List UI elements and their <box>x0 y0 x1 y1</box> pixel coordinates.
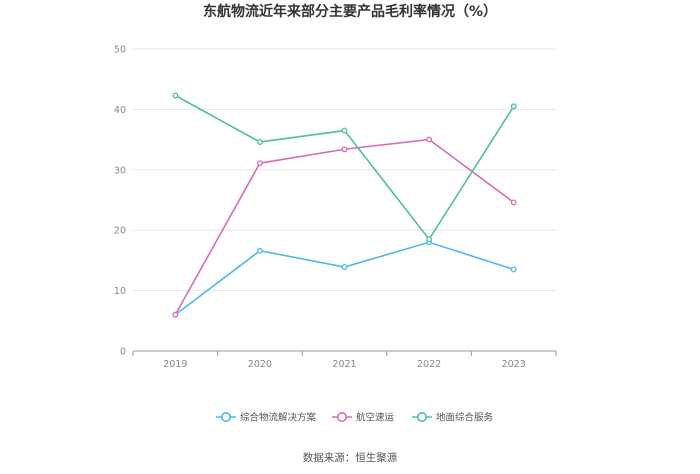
y-tick-label: 50 <box>114 45 126 56</box>
y-tick-label: 20 <box>114 226 126 237</box>
data-point[interactable] <box>426 236 433 243</box>
x-tick-label: 2020 <box>248 359 272 370</box>
legend-marker-icon <box>221 411 232 422</box>
legend-item[interactable]: 航空速运 <box>332 412 395 424</box>
data-point[interactable] <box>510 103 517 110</box>
data-point[interactable] <box>426 136 433 143</box>
data-point[interactable] <box>341 127 348 134</box>
y-tick-label: 0 <box>120 347 126 358</box>
series-line <box>174 94 515 241</box>
data-point[interactable] <box>510 266 517 273</box>
x-tick-label: 2023 <box>502 359 526 370</box>
legend[interactable]: 综合物流解决方案 航空速运 地面综合服务 <box>216 412 494 424</box>
series-line <box>174 138 515 316</box>
x-tick-label: 2021 <box>332 359 356 370</box>
data-point[interactable] <box>510 199 517 206</box>
legend-item[interactable]: 综合物流解决方案 <box>216 412 317 424</box>
series-line <box>174 241 514 316</box>
data-point[interactable] <box>256 160 263 167</box>
y-tick-label: 30 <box>114 165 126 176</box>
legend-label: 综合物流解决方案 <box>240 412 317 424</box>
data-point[interactable] <box>341 146 348 153</box>
data-point[interactable] <box>256 247 263 254</box>
data-point[interactable] <box>341 264 348 270</box>
x-tick-label: 2019 <box>163 359 187 370</box>
grid <box>133 48 556 292</box>
legend-marker-icon <box>336 411 347 422</box>
series-1 <box>172 239 517 318</box>
y-axis: 0 10 20 30 40 50 <box>114 45 126 358</box>
legend-item[interactable]: 地面综合服务 <box>412 412 494 424</box>
data-point[interactable] <box>172 311 179 318</box>
x-tick-label: 2022 <box>417 359 441 370</box>
legend-marker-icon <box>416 411 427 422</box>
data-point[interactable] <box>256 139 263 145</box>
series-2 <box>172 136 517 318</box>
y-tick-label: 10 <box>114 286 126 297</box>
y-tick-label: 40 <box>114 105 126 116</box>
series-layer <box>172 92 517 318</box>
chart-title: 东航物流近年来部分主要产品毛利率情况（%） <box>203 3 497 20</box>
series-3 <box>172 92 517 243</box>
data-point[interactable] <box>172 92 179 99</box>
source-text: 数据来源：恒生聚源 <box>303 451 398 464</box>
x-axis: 2019 2020 2021 2022 2023 <box>132 350 557 370</box>
legend-label: 地面综合服务 <box>436 412 494 424</box>
legend-label: 航空速运 <box>356 412 395 424</box>
